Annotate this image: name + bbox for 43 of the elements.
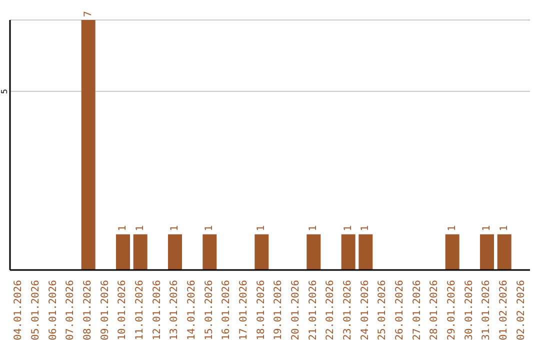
x-tick-label: 28.01.2026 bbox=[429, 280, 440, 340]
x-tick-label: 26.01.2026 bbox=[394, 280, 406, 340]
x-tick-label: 21.01.2026 bbox=[308, 280, 319, 340]
data-label: 1 bbox=[498, 225, 510, 232]
data-label: 1 bbox=[308, 225, 320, 232]
data-label: 1 bbox=[204, 225, 216, 232]
data-label: 1 bbox=[170, 225, 180, 232]
x-tick-label: 04.01.2026 bbox=[13, 280, 24, 340]
x-tick-label: 22.01.2026 bbox=[325, 280, 336, 340]
data-label: 7 bbox=[82, 10, 94, 17]
x-tick-label: 23.01.2026 bbox=[342, 280, 354, 340]
data-label: 1 bbox=[342, 225, 354, 232]
x-tick-label: 13.01.2026 bbox=[169, 280, 180, 340]
x-tick-label: 27.01.2026 bbox=[412, 280, 423, 340]
x-tick-label: 29.01.2026 bbox=[446, 280, 458, 340]
x-tick-label: 25.01.2026 bbox=[377, 280, 388, 340]
y-tick-label: 5 bbox=[0, 88, 9, 94]
data-label: 1 bbox=[134, 225, 146, 232]
x-tick-label: 16.01.2026 bbox=[221, 280, 232, 340]
data-label: 1 bbox=[118, 225, 128, 232]
x-tick-label: 24.01.2026 bbox=[360, 280, 371, 340]
x-tick-label: 11.01.2026 bbox=[134, 280, 146, 340]
x-tick-label: 06.01.2026 bbox=[48, 280, 59, 340]
x-tick-label: 05.01.2026 bbox=[30, 280, 42, 340]
x-tick-label: 12.01.2026 bbox=[152, 280, 163, 340]
x-tick-label: 07.01.2026 bbox=[65, 280, 76, 340]
x-tick-label: 14.01.2026 bbox=[186, 280, 198, 340]
x-tick-label: 17.01.2026 bbox=[238, 280, 250, 340]
x-tick-label: 18.01.2026 bbox=[256, 280, 267, 340]
x-tick-label: 09.01.2026 bbox=[100, 280, 111, 340]
x-tick-label: 31.01.2026 bbox=[481, 280, 492, 340]
x-tick-label: 30.01.2026 bbox=[464, 280, 475, 340]
x-tick-label: 02.02.2026 bbox=[516, 280, 527, 340]
data-label: 1 bbox=[446, 225, 458, 232]
x-tick-label: 08.01.2026 bbox=[82, 280, 94, 340]
data-label: 1 bbox=[256, 225, 268, 232]
data-label: 1 bbox=[360, 225, 372, 232]
data-label: 1 bbox=[482, 225, 492, 232]
x-tick-label: 15.01.2026 bbox=[204, 280, 215, 340]
x-tick-label: 10.01.2026 bbox=[117, 280, 128, 340]
x-tick-label: 20.01.2026 bbox=[290, 280, 302, 340]
x-tick-label: 19.01.2026 bbox=[273, 280, 284, 340]
x-tick-label: 01.02.2026 bbox=[498, 280, 510, 340]
